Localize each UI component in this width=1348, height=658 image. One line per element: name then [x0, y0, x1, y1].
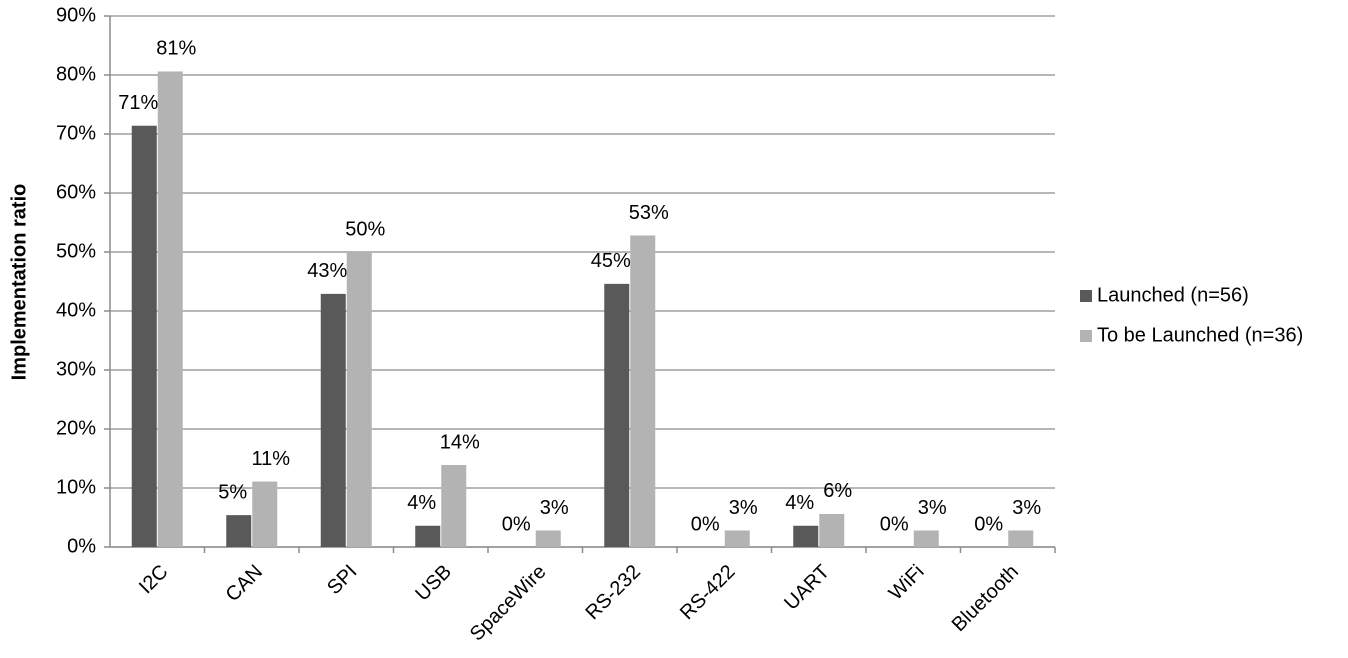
x-tick-label: UART	[780, 561, 834, 615]
bar	[131, 125, 157, 548]
bar	[226, 515, 252, 547]
bar	[157, 71, 183, 548]
bar	[441, 464, 467, 547]
value-label: 0%	[691, 513, 720, 535]
value-label: 6%	[823, 480, 852, 502]
x-tick-label: CAN	[222, 561, 267, 606]
value-label: 3%	[918, 497, 947, 519]
y-axis-label: Implementation ratio	[8, 184, 30, 381]
value-label: 0%	[880, 513, 909, 535]
x-tick-label: WiFi	[885, 561, 929, 605]
y-tick-label: 60%	[56, 181, 96, 203]
x-tick-label: USB	[411, 561, 456, 606]
x-tick-label: RS-422	[676, 561, 740, 625]
x-tick-label: I2C	[135, 561, 173, 599]
legend-label: To be Launched (n=36)	[1097, 324, 1303, 346]
y-tick-label: 50%	[56, 240, 96, 262]
value-label: 53%	[629, 202, 669, 224]
y-tick-label: 30%	[56, 358, 96, 380]
legend-swatch	[1080, 330, 1092, 342]
legend-swatch	[1080, 290, 1092, 302]
x-tick-label: SPI	[323, 561, 361, 599]
bar	[793, 525, 819, 547]
y-tick-label: 90%	[56, 4, 96, 26]
x-tick-label: RS-232	[582, 561, 646, 625]
bar	[819, 513, 845, 547]
value-label: 0%	[974, 513, 1003, 535]
y-tick-label: 40%	[56, 299, 96, 321]
value-label: 4%	[407, 492, 436, 514]
bar	[415, 525, 441, 547]
y-tick-label: 20%	[56, 417, 96, 439]
value-label: 3%	[729, 497, 758, 519]
value-label: 5%	[218, 481, 247, 503]
bar	[320, 293, 346, 547]
value-label: 3%	[1012, 497, 1041, 519]
x-tick-label: SpaceWire	[466, 561, 551, 646]
value-label: 11%	[251, 448, 290, 470]
value-label: 3%	[540, 497, 569, 519]
bar	[724, 530, 750, 547]
value-label: 4%	[785, 492, 814, 514]
bar	[630, 235, 656, 548]
bar	[346, 252, 372, 547]
value-label: 71%	[118, 92, 158, 114]
legend-label: Launched (n=56)	[1097, 284, 1249, 306]
bar	[252, 481, 278, 547]
y-tick-label: 0%	[67, 535, 96, 557]
value-label: 14%	[440, 431, 480, 453]
bar	[604, 283, 630, 547]
y-tick-label: 10%	[56, 476, 96, 498]
bar	[913, 530, 939, 547]
value-label: 43%	[307, 260, 347, 282]
y-tick-label: 80%	[56, 63, 96, 85]
value-label: 45%	[591, 250, 631, 272]
value-label: 81%	[156, 38, 196, 60]
bar	[1008, 530, 1034, 547]
y-tick-label: 70%	[56, 122, 96, 144]
bar	[535, 530, 561, 547]
x-tick-label: Bluetooth	[948, 561, 1023, 636]
value-label: 0%	[502, 513, 531, 535]
value-label: 50%	[345, 218, 385, 240]
